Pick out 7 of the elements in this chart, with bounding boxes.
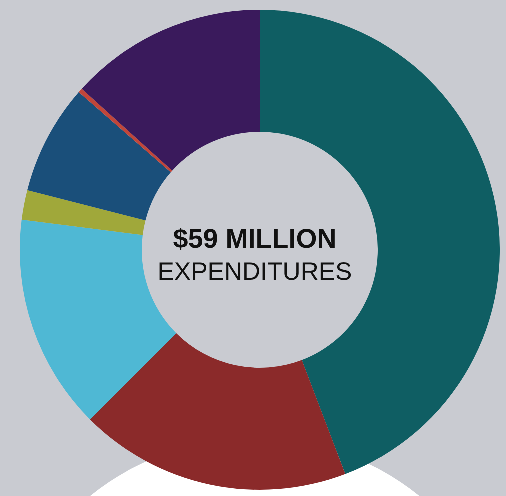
donut-slice xyxy=(82,10,260,171)
donut-slice xyxy=(90,333,346,490)
donut-slice xyxy=(78,89,172,173)
donut-slice xyxy=(22,190,146,236)
text: $59 MILLION xyxy=(172,223,338,256)
text: EXPENDITURES xyxy=(156,257,354,288)
donut-slice xyxy=(28,92,171,221)
